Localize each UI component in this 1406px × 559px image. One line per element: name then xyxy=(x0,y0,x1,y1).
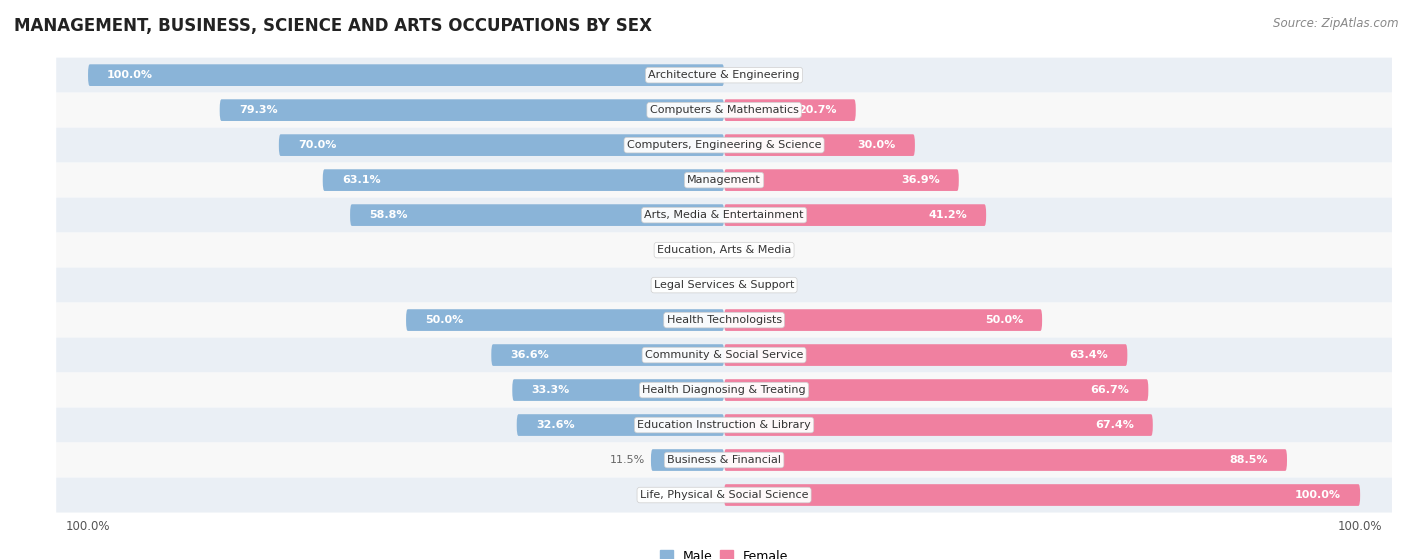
FancyBboxPatch shape xyxy=(56,372,1392,408)
Text: Management: Management xyxy=(688,175,761,185)
FancyBboxPatch shape xyxy=(724,204,986,226)
Text: 33.3%: 33.3% xyxy=(531,385,569,395)
Text: 70.0%: 70.0% xyxy=(298,140,336,150)
FancyBboxPatch shape xyxy=(724,414,1153,436)
FancyBboxPatch shape xyxy=(323,169,724,191)
FancyBboxPatch shape xyxy=(512,379,724,401)
Text: 88.5%: 88.5% xyxy=(1229,455,1268,465)
Text: Legal Services & Support: Legal Services & Support xyxy=(654,280,794,290)
Text: Education Instruction & Library: Education Instruction & Library xyxy=(637,420,811,430)
FancyBboxPatch shape xyxy=(56,198,1392,233)
FancyBboxPatch shape xyxy=(56,443,1392,477)
FancyBboxPatch shape xyxy=(56,268,1392,302)
FancyBboxPatch shape xyxy=(56,127,1392,163)
Text: MANAGEMENT, BUSINESS, SCIENCE AND ARTS OCCUPATIONS BY SEX: MANAGEMENT, BUSINESS, SCIENCE AND ARTS O… xyxy=(14,17,652,35)
FancyBboxPatch shape xyxy=(724,169,959,191)
Text: 79.3%: 79.3% xyxy=(239,105,277,115)
FancyBboxPatch shape xyxy=(56,58,1392,93)
FancyBboxPatch shape xyxy=(517,414,724,436)
FancyBboxPatch shape xyxy=(724,379,1149,401)
Text: Education, Arts & Media: Education, Arts & Media xyxy=(657,245,792,255)
Text: 0.0%: 0.0% xyxy=(734,70,762,80)
Text: 66.7%: 66.7% xyxy=(1091,385,1129,395)
Text: 58.8%: 58.8% xyxy=(370,210,408,220)
Legend: Male, Female: Male, Female xyxy=(655,544,793,559)
FancyBboxPatch shape xyxy=(724,309,1042,331)
Text: 0.0%: 0.0% xyxy=(734,280,762,290)
Text: 63.4%: 63.4% xyxy=(1070,350,1108,360)
FancyBboxPatch shape xyxy=(56,477,1392,513)
FancyBboxPatch shape xyxy=(724,449,1286,471)
FancyBboxPatch shape xyxy=(56,302,1392,338)
Text: 67.4%: 67.4% xyxy=(1095,420,1133,430)
Text: Life, Physical & Social Science: Life, Physical & Social Science xyxy=(640,490,808,500)
Text: Computers & Mathematics: Computers & Mathematics xyxy=(650,105,799,115)
Text: 36.9%: 36.9% xyxy=(901,175,939,185)
FancyBboxPatch shape xyxy=(724,344,1128,366)
Text: 0.0%: 0.0% xyxy=(686,245,714,255)
Text: 0.0%: 0.0% xyxy=(686,490,714,500)
FancyBboxPatch shape xyxy=(724,484,1360,506)
Text: Computers, Engineering & Science: Computers, Engineering & Science xyxy=(627,140,821,150)
FancyBboxPatch shape xyxy=(56,93,1392,127)
Text: 63.1%: 63.1% xyxy=(342,175,381,185)
FancyBboxPatch shape xyxy=(56,163,1392,198)
FancyBboxPatch shape xyxy=(56,408,1392,443)
Text: 100.0%: 100.0% xyxy=(107,70,153,80)
Text: 0.0%: 0.0% xyxy=(734,245,762,255)
FancyBboxPatch shape xyxy=(89,64,724,86)
FancyBboxPatch shape xyxy=(56,233,1392,268)
FancyBboxPatch shape xyxy=(651,449,724,471)
Text: Source: ZipAtlas.com: Source: ZipAtlas.com xyxy=(1274,17,1399,30)
Text: 0.0%: 0.0% xyxy=(686,280,714,290)
Text: 32.6%: 32.6% xyxy=(536,420,575,430)
Text: Health Diagnosing & Treating: Health Diagnosing & Treating xyxy=(643,385,806,395)
FancyBboxPatch shape xyxy=(406,309,724,331)
FancyBboxPatch shape xyxy=(491,344,724,366)
Text: 50.0%: 50.0% xyxy=(984,315,1024,325)
FancyBboxPatch shape xyxy=(350,204,724,226)
Text: 11.5%: 11.5% xyxy=(609,455,644,465)
Text: 100.0%: 100.0% xyxy=(1295,490,1341,500)
Text: Arts, Media & Entertainment: Arts, Media & Entertainment xyxy=(644,210,804,220)
Text: 41.2%: 41.2% xyxy=(928,210,967,220)
FancyBboxPatch shape xyxy=(219,100,724,121)
Text: Business & Financial: Business & Financial xyxy=(666,455,782,465)
Text: 50.0%: 50.0% xyxy=(425,315,464,325)
FancyBboxPatch shape xyxy=(56,338,1392,372)
Text: 30.0%: 30.0% xyxy=(858,140,896,150)
Text: 20.7%: 20.7% xyxy=(799,105,837,115)
FancyBboxPatch shape xyxy=(724,100,856,121)
Text: Health Technologists: Health Technologists xyxy=(666,315,782,325)
FancyBboxPatch shape xyxy=(278,134,724,156)
Text: Community & Social Service: Community & Social Service xyxy=(645,350,803,360)
Text: 36.6%: 36.6% xyxy=(510,350,550,360)
Text: Architecture & Engineering: Architecture & Engineering xyxy=(648,70,800,80)
FancyBboxPatch shape xyxy=(724,134,915,156)
